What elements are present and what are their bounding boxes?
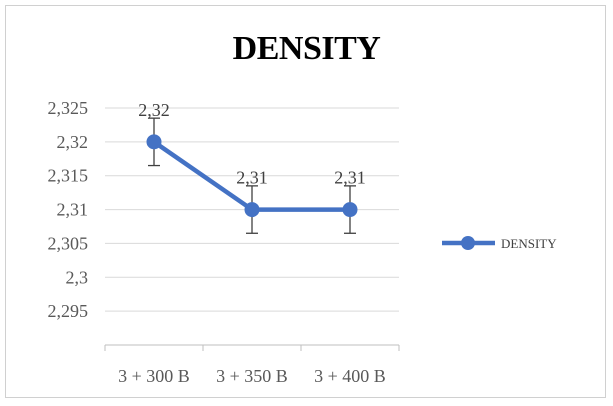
- chart-title: DENSITY: [232, 30, 381, 67]
- data-point: [244, 202, 260, 218]
- y-tick-label: 2,32: [57, 132, 89, 152]
- data-point: [146, 134, 162, 150]
- y-tick-label: 2,3: [66, 267, 89, 287]
- data-label: 2,31: [334, 168, 366, 188]
- y-tick-label: 2,305: [48, 233, 89, 253]
- data-point: [342, 202, 358, 218]
- x-tick-label: 3 + 400 B: [314, 366, 386, 386]
- x-tick-label: 3 + 300 B: [118, 366, 190, 386]
- data-label: 2,32: [138, 100, 170, 120]
- y-tick-label: 2,315: [48, 166, 89, 186]
- y-tick-label: 2,325: [48, 98, 89, 118]
- chart-frame: [5, 5, 606, 398]
- data-label: 2,31: [236, 168, 268, 188]
- legend-label: DENSITY: [501, 236, 557, 251]
- y-tick-label: 2,295: [48, 301, 89, 321]
- legend-marker: [461, 236, 475, 250]
- x-tick-label: 3 + 350 B: [216, 366, 288, 386]
- y-tick-label: 2,31: [57, 200, 89, 220]
